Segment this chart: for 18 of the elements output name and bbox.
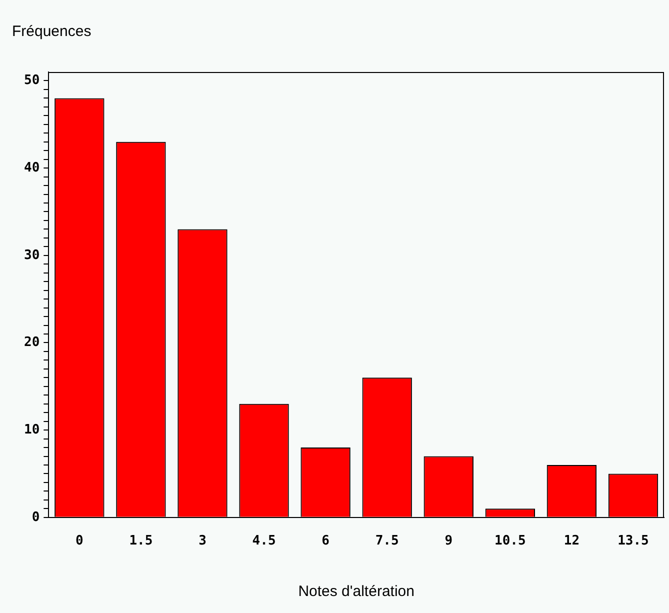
x-tick-label: 10.5 [494,534,526,549]
x-tick-label: 13.5 [618,534,649,549]
y-axis-title: Fréquences [12,23,92,40]
x-axis-title: Notes d'altération [298,583,414,600]
x-tick-label: 6 [322,534,330,549]
x-tick-label: 9 [444,534,453,549]
x-tick-label: 1.5 [129,534,153,549]
y-tick-label: 40 [24,160,40,176]
y-tick-label: 20 [24,335,40,350]
y-tick-label: 10 [24,422,40,438]
x-tick-label: 7.5 [375,534,399,549]
x-tick-label: 12 [564,534,580,549]
y-tick-label: 0 [32,510,40,525]
x-tick-label: 4.5 [252,534,276,549]
y-tick-label: 50 [24,73,40,88]
x-tick-label: 3 [198,534,206,549]
y-tick-label: 30 [24,248,40,263]
x-tick-label: 0 [76,534,84,549]
